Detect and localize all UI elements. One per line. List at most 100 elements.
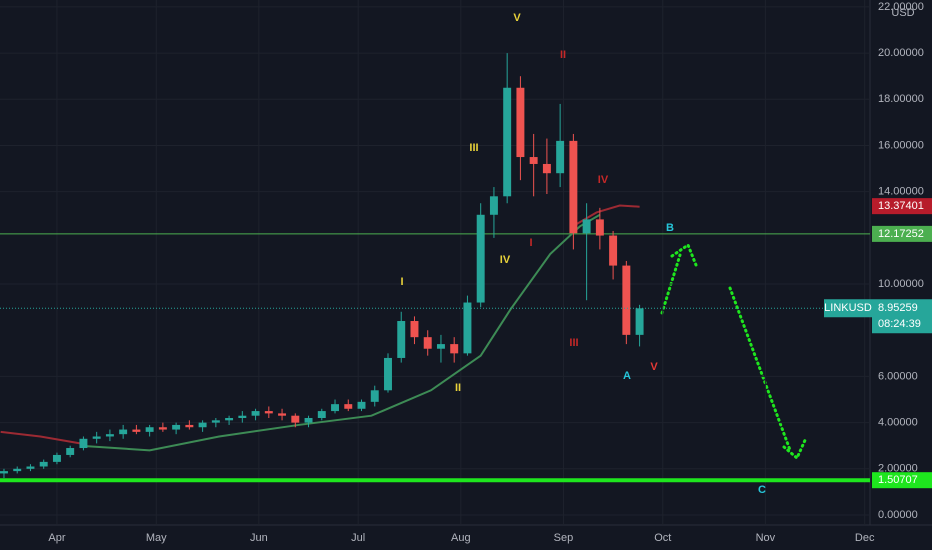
price-label-box (872, 472, 932, 489)
candle-body (397, 321, 406, 358)
price-label-box (872, 225, 932, 242)
y-tick-label: 14.00000 (878, 186, 924, 198)
wave-label: I (400, 276, 403, 288)
candle-body (635, 308, 644, 335)
candle-body (79, 438, 88, 449)
x-tick-label: Jun (250, 532, 268, 544)
wave-label: I (529, 237, 532, 249)
candle-body (529, 157, 538, 164)
plot (0, 0, 870, 525)
candle-body (436, 344, 445, 349)
x-tick-label: May (146, 532, 167, 544)
x-tick-label: Aug (451, 532, 471, 544)
candle-body (211, 420, 220, 423)
candle-body (595, 219, 604, 236)
last-price-box (872, 299, 932, 334)
price-label: 12.17252 (878, 228, 924, 240)
candle-body (357, 401, 366, 409)
candle-body (370, 390, 379, 402)
candle-body (158, 427, 167, 430)
wave-label: III (569, 337, 578, 349)
candle-body (0, 471, 8, 474)
candle-body (503, 87, 512, 197)
wave-label: III (469, 142, 478, 154)
last-price-label: 8.95259 (878, 302, 918, 314)
candle-body (556, 140, 565, 174)
candle-body (582, 219, 591, 234)
x-tick-label: Oct (654, 532, 671, 544)
moving-average (80, 213, 601, 452)
candle-body (609, 235, 618, 266)
price-label-box (872, 198, 932, 215)
y-tick-label: 18.00000 (878, 93, 924, 105)
symbol-box (824, 299, 872, 318)
wave-label: II (560, 49, 566, 61)
candle-body (52, 454, 61, 462)
y-tick-label: 0.00000 (878, 509, 918, 521)
projection-bottom (782, 436, 808, 461)
x-tick-label: Apr (48, 532, 65, 544)
y-tick-label: 10.00000 (878, 278, 924, 290)
candle-body (225, 418, 234, 421)
candle-body (172, 424, 181, 430)
candle-body (622, 265, 631, 335)
x-tick-label: Nov (756, 532, 776, 544)
x-tick-label: Jul (351, 532, 365, 544)
candle-body (238, 415, 247, 419)
projection-top (670, 242, 698, 267)
y-tick-label: 6.00000 (878, 370, 918, 382)
wave-label: IV (500, 254, 511, 266)
y-tick-label: 22.00000 (878, 1, 924, 13)
candle-body (516, 87, 525, 158)
candle-body (66, 448, 75, 455)
candle-body (463, 302, 472, 354)
candle-body (317, 411, 326, 419)
wave-label: II (455, 382, 461, 394)
candle-body (26, 466, 35, 469)
price-label: 1.50707 (878, 474, 918, 486)
currency-label: USD (891, 7, 914, 19)
wave-label: V (513, 12, 521, 24)
candle-body (410, 321, 419, 338)
wave-label: A (623, 370, 631, 382)
candle-body (331, 404, 339, 412)
y-tick-label: 20.00000 (878, 47, 924, 59)
candle-body (542, 163, 551, 174)
y-tick-label: 2.00000 (878, 463, 918, 475)
x-tick-label: Dec (855, 532, 875, 544)
wave-label: C (758, 484, 766, 496)
wave-label: IV (598, 174, 609, 186)
candle-body (569, 140, 578, 234)
y-tick-label: 16.00000 (878, 139, 924, 151)
candle-body (476, 214, 485, 303)
candle-body (92, 436, 101, 439)
countdown: 08:24:39 (878, 318, 921, 330)
candle-body (145, 427, 154, 432)
candle-body (198, 422, 207, 428)
candle-body (423, 337, 432, 349)
candle-body (489, 196, 498, 215)
candle-body (291, 415, 300, 423)
candle-body (450, 344, 459, 354)
candle-body (13, 468, 22, 472)
wave-label: V (650, 361, 658, 373)
y-tick-label: 4.00000 (878, 417, 918, 429)
candle-body (132, 429, 141, 432)
candle-body (304, 418, 313, 423)
candle-body (278, 413, 287, 416)
candle-body (105, 434, 114, 437)
candle-body (384, 357, 392, 391)
symbol-label: LINKUSD (824, 302, 872, 314)
x-tick-label: Sep (554, 532, 574, 544)
candle-body (344, 404, 353, 409)
candle-body (264, 411, 273, 414)
price-label: 13.37401 (878, 200, 924, 212)
candle-body (251, 411, 260, 416)
candle-body (119, 429, 128, 435)
wave-label: B (666, 222, 674, 234)
candle-body (185, 424, 194, 428)
candle-body (39, 461, 48, 467)
